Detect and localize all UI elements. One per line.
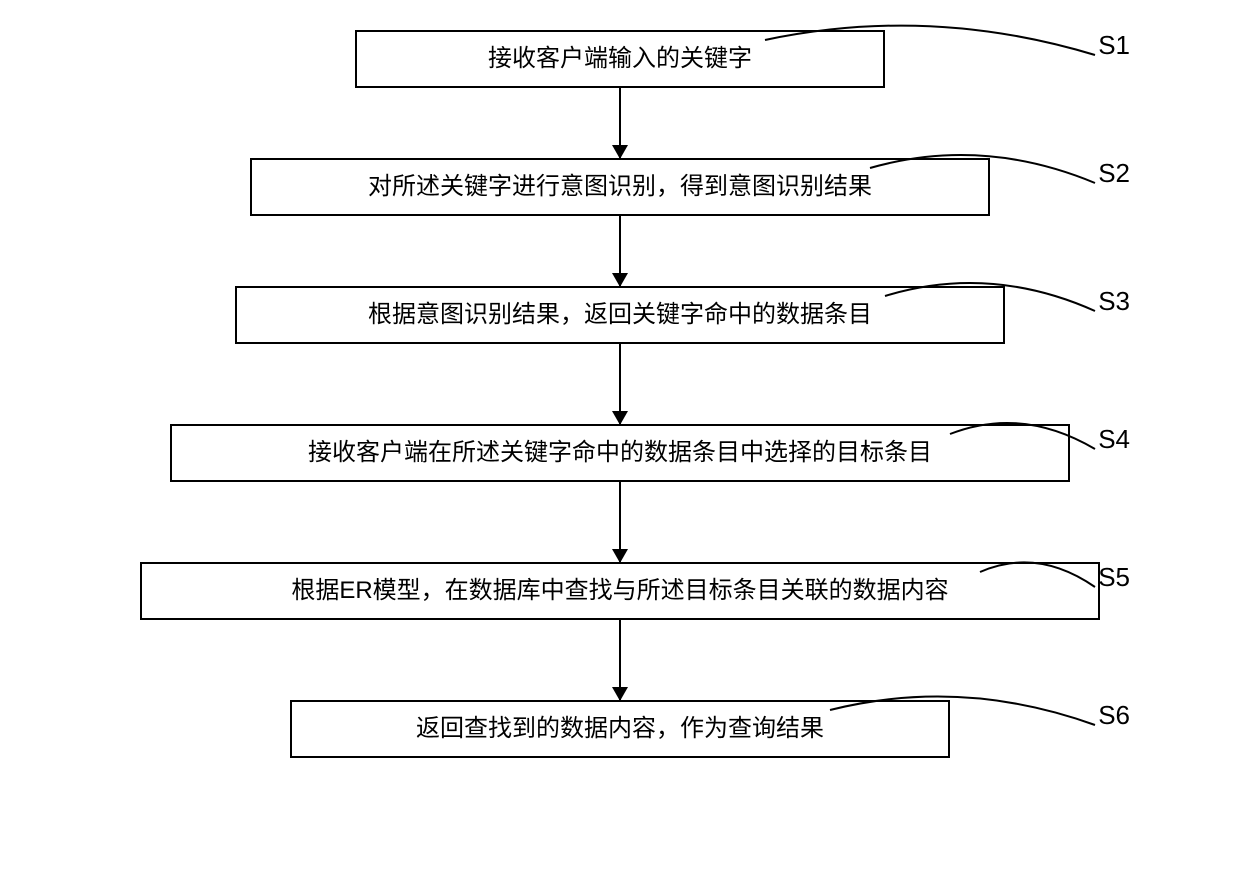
step-text-s6: 返回查找到的数据内容，作为查询结果 — [416, 712, 824, 746]
step-box-s4: 接收客户端在所述关键字命中的数据条目中选择的目标条目 — [170, 424, 1070, 482]
step-row-s4: 接收客户端在所述关键字命中的数据条目中选择的目标条目 S4 — [50, 424, 1190, 482]
step-label-s1: S1 — [1098, 30, 1130, 61]
arrow-s4-s5 — [619, 482, 621, 562]
step-text-s4: 接收客户端在所述关键字命中的数据条目中选择的目标条目 — [308, 436, 932, 470]
step-row-s2: 对所述关键字进行意图识别，得到意图识别结果 S2 — [50, 158, 1190, 216]
step-row-s1: 接收客户端输入的关键字 S1 — [50, 30, 1190, 88]
step-text-s5: 根据ER模型，在数据库中查找与所述目标条目关联的数据内容 — [291, 574, 948, 608]
step-box-s5: 根据ER模型，在数据库中查找与所述目标条目关联的数据内容 — [140, 562, 1100, 620]
step-label-s3: S3 — [1098, 286, 1130, 317]
step-box-s1: 接收客户端输入的关键字 — [355, 30, 885, 88]
step-box-s3: 根据意图识别结果，返回关键字命中的数据条目 — [235, 286, 1005, 344]
step-label-s2: S2 — [1098, 158, 1130, 189]
step-row-s3: 根据意图识别结果，返回关键字命中的数据条目 S3 — [50, 286, 1190, 344]
step-label-s5: S5 — [1098, 562, 1130, 593]
step-box-s2: 对所述关键字进行意图识别，得到意图识别结果 — [250, 158, 990, 216]
arrow-s5-s6 — [619, 620, 621, 700]
step-box-s6: 返回查找到的数据内容，作为查询结果 — [290, 700, 950, 758]
step-text-s3: 根据意图识别结果，返回关键字命中的数据条目 — [368, 298, 872, 332]
step-row-s5: 根据ER模型，在数据库中查找与所述目标条目关联的数据内容 S5 — [50, 562, 1190, 620]
step-text-s2: 对所述关键字进行意图识别，得到意图识别结果 — [368, 170, 872, 204]
step-row-s6: 返回查找到的数据内容，作为查询结果 S6 — [50, 700, 1190, 758]
step-label-s4: S4 — [1098, 424, 1130, 455]
arrow-s1-s2 — [619, 88, 621, 158]
flowchart-container: 接收客户端输入的关键字 S1 对所述关键字进行意图识别，得到意图识别结果 S2 … — [50, 30, 1190, 758]
step-label-s6: S6 — [1098, 700, 1130, 731]
arrow-s3-s4 — [619, 344, 621, 424]
arrow-s2-s3 — [619, 216, 621, 286]
step-text-s1: 接收客户端输入的关键字 — [488, 42, 752, 76]
